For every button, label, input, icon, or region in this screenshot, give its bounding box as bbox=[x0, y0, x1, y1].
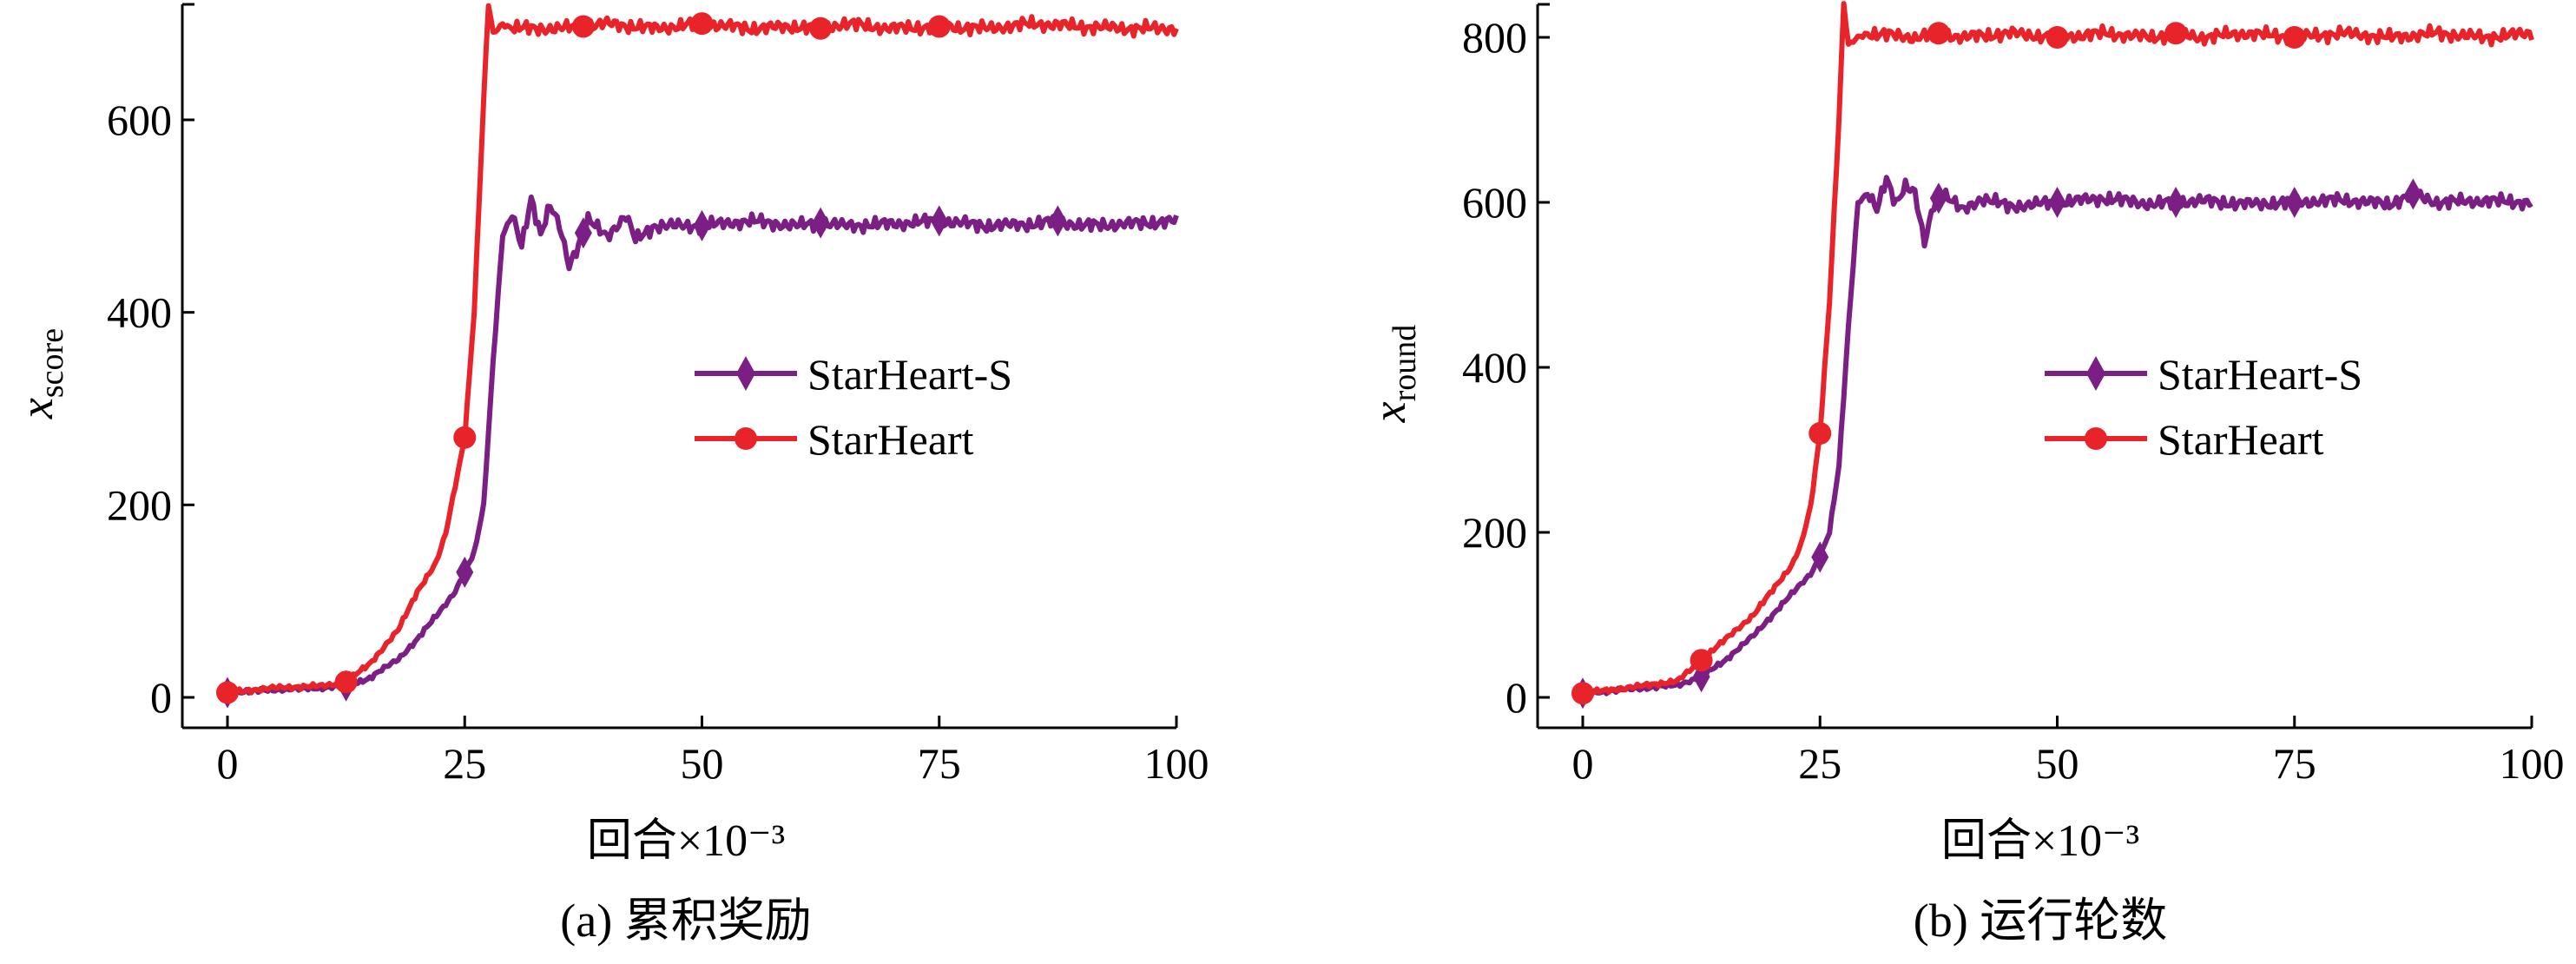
series-marker bbox=[456, 556, 474, 588]
y-tick-label: 0 bbox=[150, 673, 172, 722]
y-axis-label-main: x bbox=[1363, 401, 1415, 423]
y-tick-label: 600 bbox=[1462, 178, 1527, 227]
legend-marker bbox=[735, 427, 757, 450]
series-marker bbox=[690, 12, 714, 36]
series-marker bbox=[1049, 205, 1067, 237]
x-tick-label: 25 bbox=[443, 739, 486, 788]
x-tick-label: 75 bbox=[2273, 739, 2316, 788]
y-axis-label: xround bbox=[1363, 325, 1423, 424]
series-marker bbox=[1929, 182, 1947, 215]
series-marker bbox=[2048, 187, 2066, 218]
series-marker bbox=[574, 217, 592, 249]
y-tick-label: 600 bbox=[107, 96, 172, 144]
series-marker bbox=[571, 15, 595, 38]
series-marker bbox=[2164, 22, 2188, 45]
x-tick-label: 75 bbox=[918, 739, 961, 788]
y-tick-label: 400 bbox=[1462, 343, 1527, 392]
series-line-1 bbox=[225, 3, 1179, 696]
series-marker bbox=[2046, 26, 2069, 49]
x-tick-label: 100 bbox=[2500, 739, 2565, 788]
y-axis-label: xscore bbox=[10, 328, 70, 419]
series-marker bbox=[930, 205, 948, 237]
series-marker bbox=[809, 17, 833, 40]
panel-a: 0 200 400 600 0 25 50 75 100 StarHeart-S StarHeart… bbox=[10, 3, 1209, 947]
series-marker bbox=[2285, 187, 2303, 218]
x-tick-label: 0 bbox=[1572, 739, 1594, 788]
series-marker bbox=[927, 15, 951, 38]
legend-label: StarHeart bbox=[2158, 415, 2324, 464]
x-tick-label: 25 bbox=[1798, 739, 1841, 788]
series-marker bbox=[216, 681, 239, 704]
series-line-1 bbox=[1581, 1, 2534, 698]
y-tick-label: 200 bbox=[107, 480, 172, 529]
y-tick-label: 200 bbox=[1462, 508, 1527, 557]
series-line-0 bbox=[1581, 175, 2533, 697]
x-tick-label: 50 bbox=[681, 739, 724, 788]
panel-b: 0 200 400 600 800 0 25 50 75 100 StarHeart-S StarHe… bbox=[1363, 1, 2565, 947]
series-marker bbox=[1808, 422, 1832, 445]
x-axis-label: 回合×10⁻³ bbox=[1941, 816, 2139, 866]
series-marker bbox=[2404, 178, 2422, 210]
series-marker bbox=[453, 426, 477, 449]
series-marker bbox=[2167, 187, 2185, 218]
y-axis-label-sub: round bbox=[1387, 325, 1423, 402]
y-tick-label: 400 bbox=[107, 288, 172, 337]
series-marker bbox=[812, 207, 830, 239]
series-marker bbox=[2283, 26, 2306, 49]
series-marker bbox=[1811, 541, 1829, 573]
y-tick-label: 0 bbox=[1505, 673, 1527, 722]
x-tick-label: 100 bbox=[1144, 739, 1209, 788]
y-tick-label: 800 bbox=[1462, 13, 1527, 62]
series-marker bbox=[1571, 682, 1594, 705]
series-line-0 bbox=[226, 195, 1179, 697]
y-axis-label-main: x bbox=[10, 398, 63, 419]
legend-marker bbox=[2085, 427, 2107, 450]
legend-marker bbox=[2086, 356, 2105, 391]
x-tick-label: 0 bbox=[217, 739, 239, 788]
series-marker bbox=[1690, 649, 1713, 672]
legend-label: StarHeart-S bbox=[2158, 350, 2362, 399]
legend-label: StarHeart-S bbox=[807, 350, 1012, 399]
legend-marker bbox=[736, 356, 755, 391]
series-marker bbox=[1927, 22, 1950, 45]
legend-label: StarHeart bbox=[807, 415, 974, 464]
series-marker bbox=[334, 670, 358, 694]
x-tick-label: 50 bbox=[2036, 739, 2079, 788]
panel-caption: (a) 累积奖励 bbox=[560, 895, 811, 947]
panel-caption: (b) 运行轮数 bbox=[1914, 895, 2167, 947]
x-axis-label: 回合×10⁻³ bbox=[587, 816, 785, 866]
y-axis-label-sub: score bbox=[34, 328, 70, 398]
series-marker bbox=[693, 209, 711, 241]
